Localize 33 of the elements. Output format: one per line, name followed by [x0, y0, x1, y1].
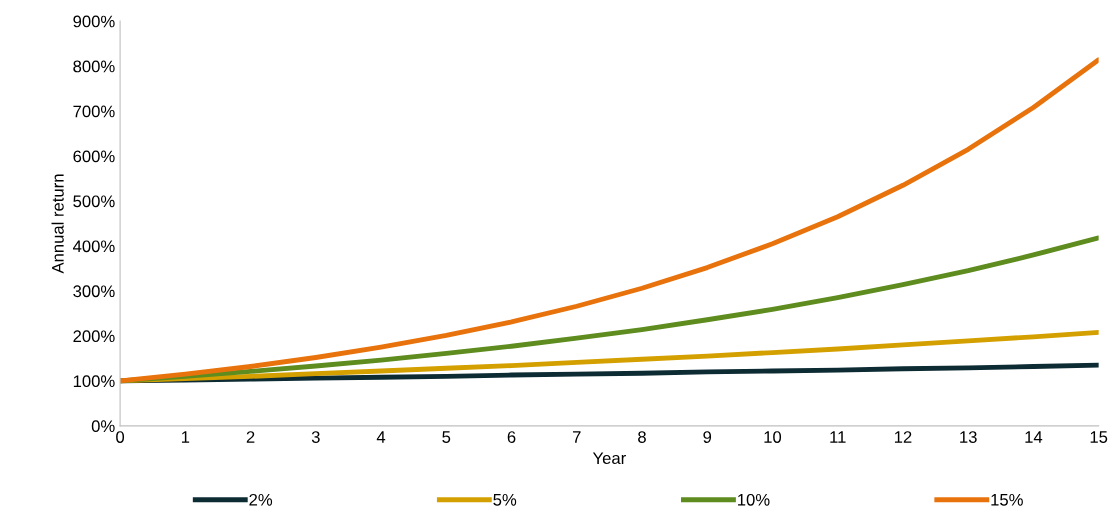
y-tick-label: 200% [73, 330, 115, 343]
x-tick-label: 4 [376, 431, 386, 443]
x-tick-label: 2 [246, 431, 255, 443]
x-tick-label: 9 [703, 431, 712, 443]
x-tick-label: 11 [830, 431, 846, 443]
x-tick-label: 15 [1090, 431, 1108, 443]
legend-label: 15% [991, 493, 1023, 506]
y-tick-label: 800% [73, 60, 115, 73]
x-tick-label: 8 [638, 431, 646, 443]
line-series [120, 57, 1099, 384]
legend-label: 5% [493, 493, 517, 506]
x-tick-label: 0 [116, 431, 125, 443]
x-tick-label: 7 [572, 431, 581, 443]
x-tick-label: 3 [311, 431, 320, 443]
y-tick-label: 600% [73, 150, 115, 163]
x-tick-label: 12 [894, 431, 912, 443]
x-axis-title: Year [592, 452, 626, 465]
x-tick-label: 10 [764, 431, 782, 443]
x-tick-label: 6 [507, 431, 516, 443]
legend-label: 10% [738, 493, 770, 506]
y-tick-label: 400% [72, 240, 115, 253]
x-tick-label: 5 [442, 431, 451, 443]
y-tick-label: 900% [73, 15, 115, 28]
y-axis-title: Annual return [51, 174, 64, 274]
y-tick-label: 500% [73, 195, 115, 208]
y-tick-label: 100% [73, 375, 115, 388]
x-tick-label: 14 [1025, 431, 1043, 443]
x-tick-label: 1 [181, 431, 190, 443]
y-tick-label: 300% [73, 285, 115, 298]
x-tick-label: 13 [960, 431, 977, 443]
y-tick-label: 700% [73, 105, 115, 118]
legend-label: 2% [249, 493, 273, 506]
y-tick-label: 0% [91, 420, 115, 433]
